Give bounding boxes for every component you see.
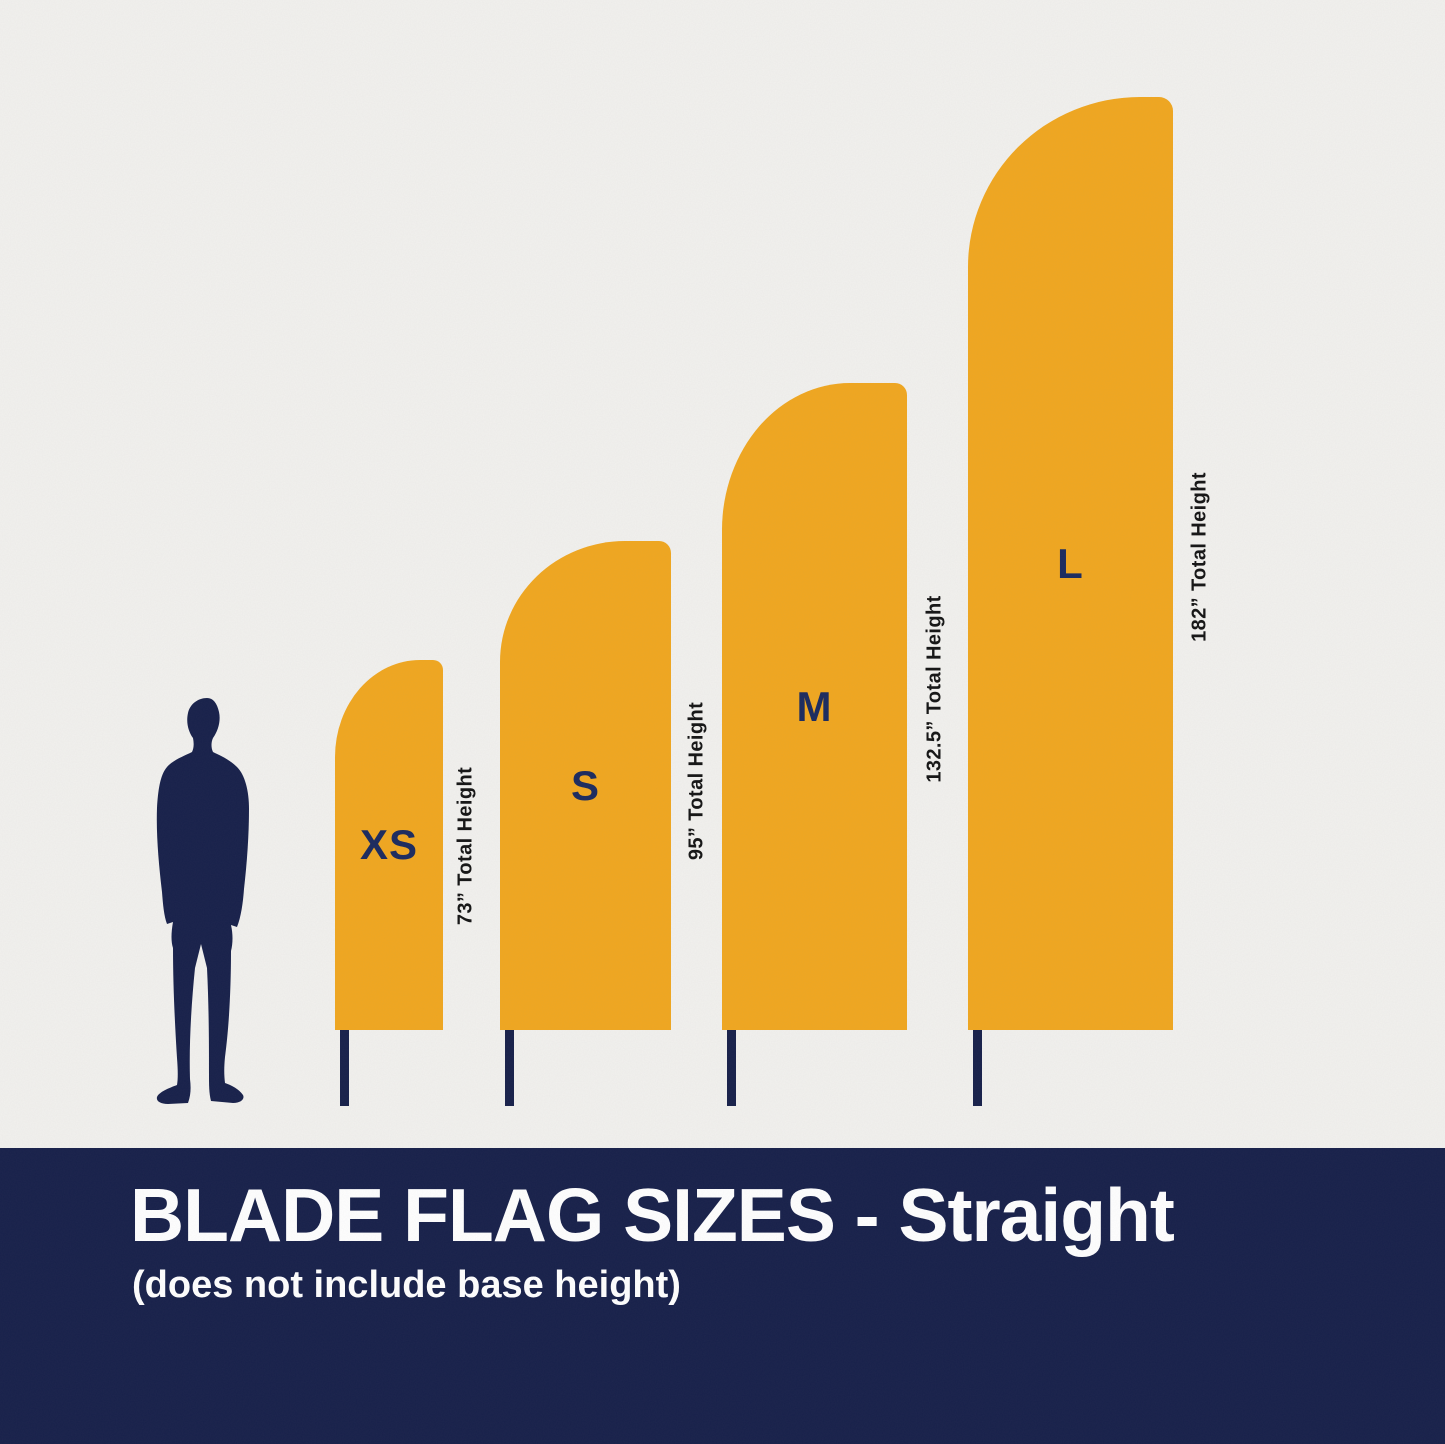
flag-l-pole (973, 1030, 982, 1106)
flag-xs-pole (340, 1030, 349, 1106)
flag-l-height-label: 182” Total Height (1188, 472, 1211, 642)
flag-m-size-label: M (796, 682, 833, 730)
flag-l-size-label: L (1057, 539, 1084, 587)
flag-xs-height-label: 73” Total Height (454, 766, 477, 926)
flag-s: S (500, 541, 671, 1030)
flag-m-pole (727, 1030, 736, 1106)
footer-band: BLADE FLAG SIZES - Straight (does not in… (0, 1148, 1445, 1444)
flag-s-pole (505, 1030, 514, 1106)
flag-s-height-label: 95” Total Height (685, 701, 708, 861)
flag-m-height-label: 132.5” Total Height (923, 595, 946, 783)
page-subtitle: (does not include base height) (132, 1264, 681, 1306)
flag-xs: XS (335, 660, 443, 1030)
flag-s-size-label: S (570, 761, 600, 809)
flag-xs-size-label: XS (359, 821, 419, 868)
page-title: BLADE FLAG SIZES - Straight (130, 1173, 1175, 1257)
flag-l: L (968, 97, 1173, 1030)
person-silhouette-icon (156, 698, 249, 1104)
flag-m: M (722, 383, 907, 1030)
